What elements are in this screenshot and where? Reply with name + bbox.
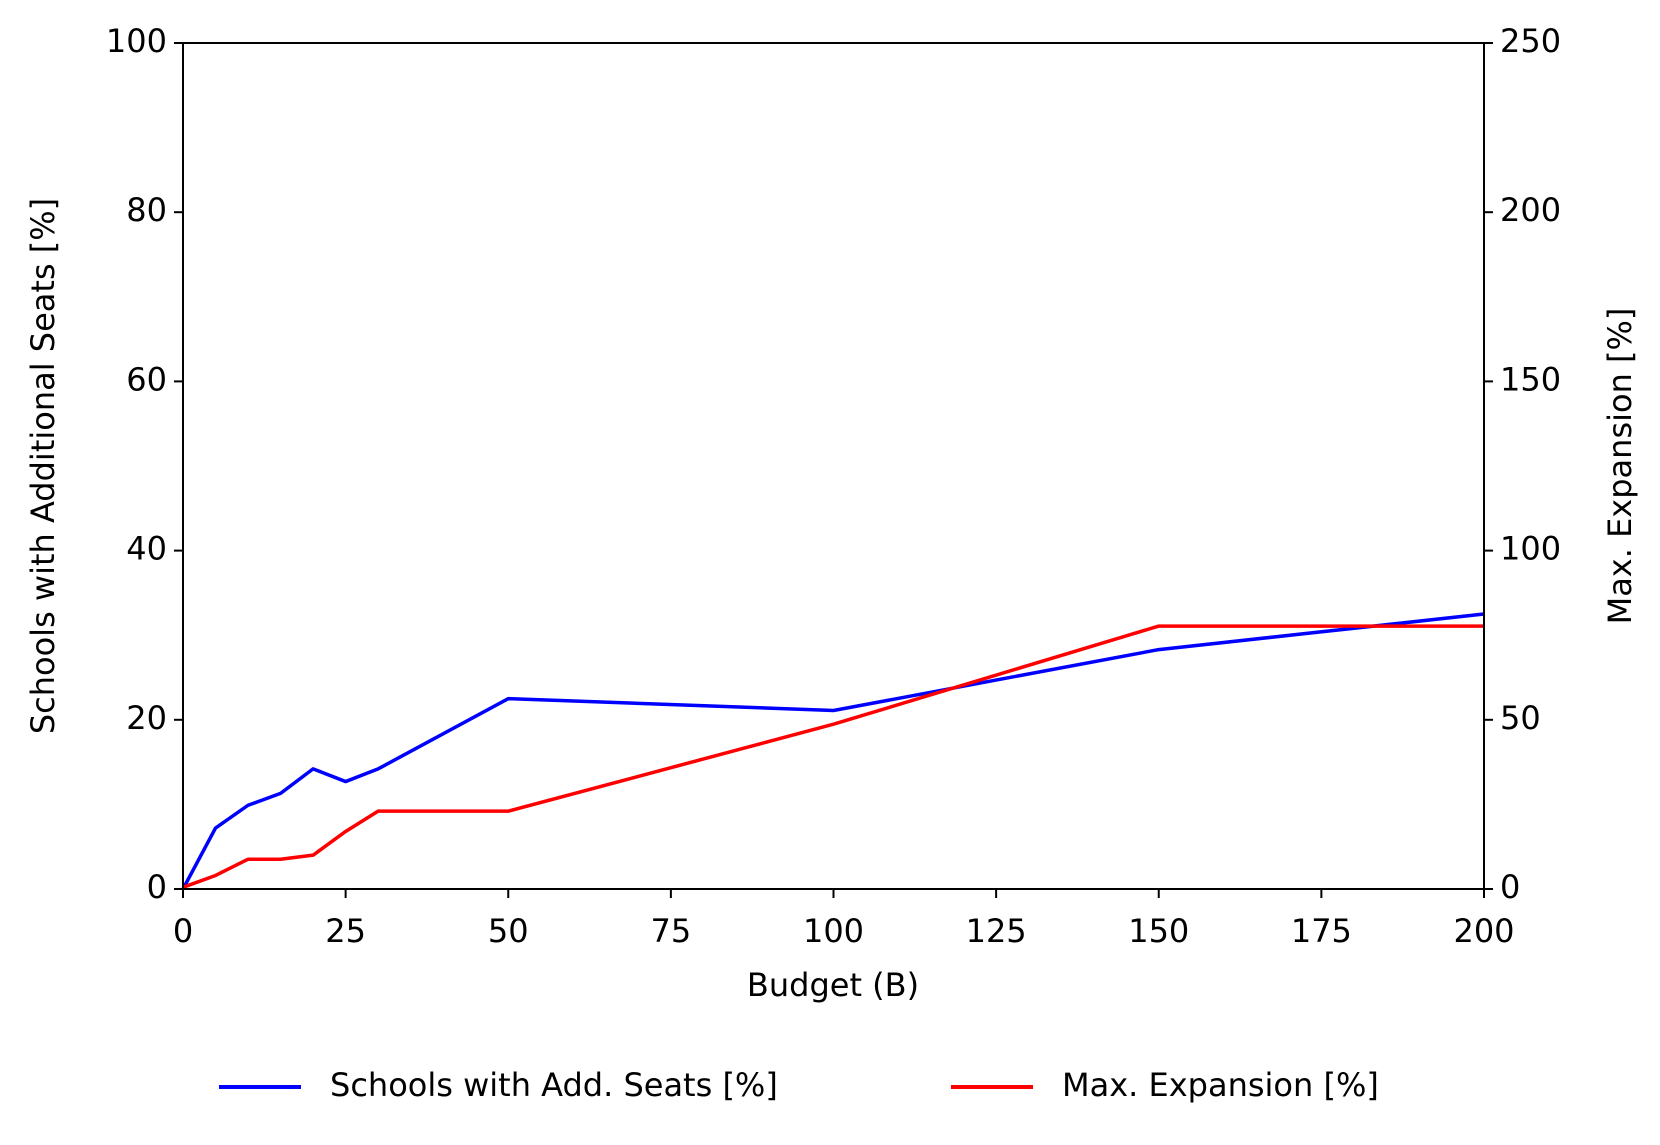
x-tick-label: 50 [488,912,529,950]
plot-frame [182,42,1485,890]
y-tick-label: 0 [147,868,167,906]
x-axis-label: Budget (B) [747,966,919,1004]
y-tick-label: 100 [106,22,167,60]
y-tick-label: 80 [126,191,167,229]
x-tick-label: 125 [966,912,1027,950]
y-tick-label: 60 [126,360,167,398]
y2-axis-label: Max. Expansion [%] [1601,308,1639,625]
y2-tick-label: 50 [1500,699,1541,737]
y2-tick-label: 100 [1500,530,1561,568]
series-line [182,624,1484,889]
y-axis-label: Schools with Additional Seats [%] [24,198,62,734]
series-line [181,612,1485,890]
y2-tick-label: 200 [1500,191,1561,229]
x-tick-label: 25 [325,912,366,950]
legend-label: Schools with Add. Seats [%] [330,1066,778,1104]
y2-tick-label: 0 [1500,868,1520,906]
x-tick-label: 150 [1128,912,1189,950]
x-tick-label: 100 [803,912,864,950]
legend-label: Max. Expansion [%] [1062,1066,1379,1104]
y2-tick-label: 150 [1500,360,1561,398]
x-tick-label: 0 [173,912,193,950]
x-tick-label: 75 [651,912,692,950]
y-tick-label: 20 [126,699,167,737]
x-tick-label: 200 [1453,912,1514,950]
y-tick-label: 40 [126,530,167,568]
x-tick-label: 175 [1291,912,1352,950]
y2-tick-label: 250 [1500,22,1561,60]
